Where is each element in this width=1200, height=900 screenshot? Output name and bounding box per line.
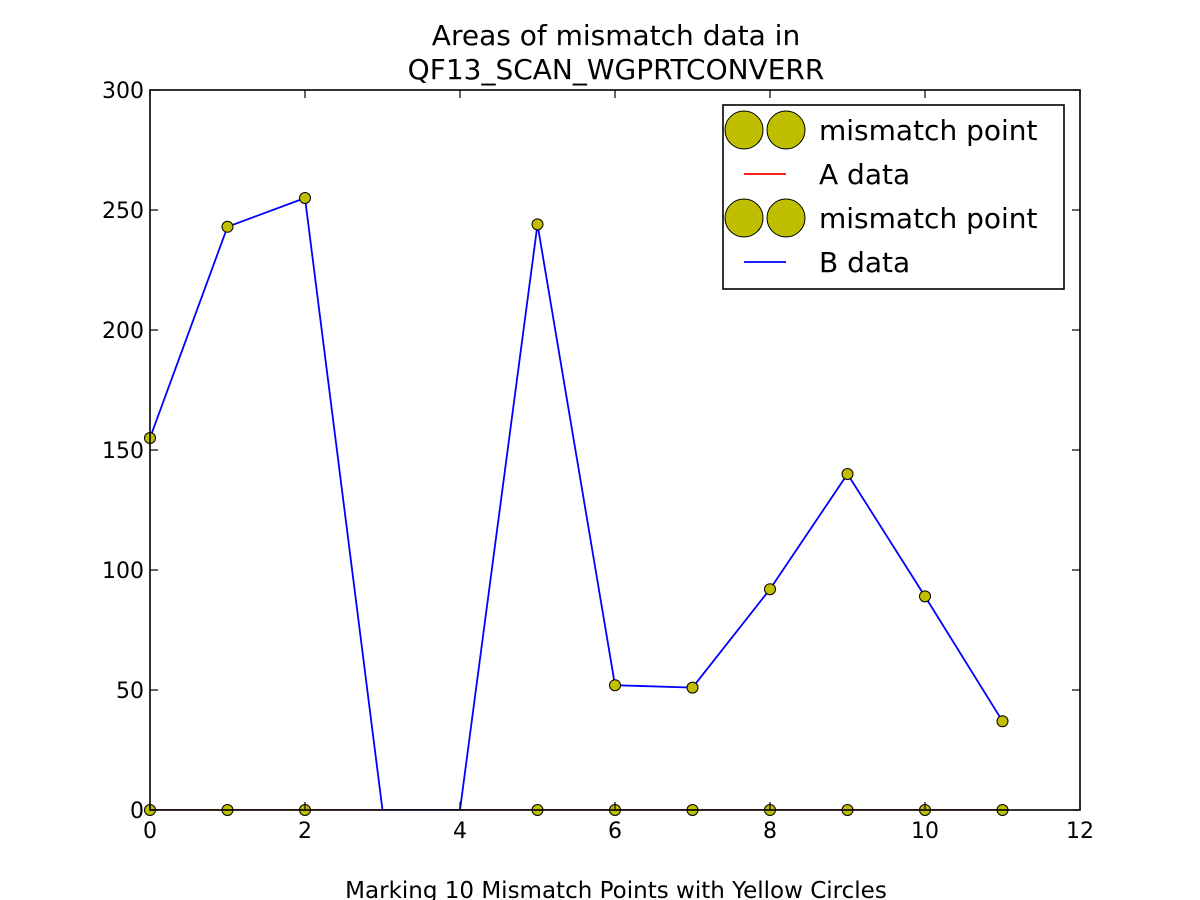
legend: mismatch point A data mismatch point B data (722, 104, 1065, 290)
mismatch-point-marker (686, 681, 699, 694)
legend-marker (766, 110, 806, 150)
x-tick-label: 0 (143, 819, 157, 844)
legend-marker (724, 110, 764, 150)
legend-label: B data (819, 246, 910, 279)
mismatch-point-marker (764, 583, 776, 596)
y-tick-label: 300 (102, 79, 144, 104)
x-tick-label: 10 (911, 819, 939, 844)
y-tick-label: 250 (102, 199, 144, 224)
series-line-b-data (150, 196, 1004, 810)
chart-title-line-1: Areas of mismatch data in (432, 19, 800, 52)
y-tick-label: 150 (102, 439, 144, 464)
y-tick-label: 0 (130, 799, 144, 824)
mismatch-point-marker (841, 468, 854, 480)
legend-label: mismatch point (819, 202, 1038, 235)
legend-label: A data (819, 158, 910, 191)
y-tick-label: 200 (102, 319, 144, 344)
x-tick-label: 8 (763, 819, 777, 844)
x-tick-label: 4 (453, 819, 467, 844)
legend-label: mismatch point (819, 114, 1038, 147)
x-tick-label: 6 (608, 819, 622, 844)
chart-title-line-2: QF13_SCAN_WGPRTCONVERR (408, 53, 825, 86)
mismatch-point-marker (996, 715, 1009, 728)
x-axis-label: Marking 10 Mismatch Points with Yellow C… (345, 878, 887, 900)
mismatch-point-marker (609, 679, 621, 692)
mismatch-point-marker (221, 220, 234, 233)
x-tick-label: 12 (1066, 819, 1094, 844)
mismatch-point-marker (299, 192, 311, 204)
plot-frame (149, 89, 1081, 811)
x-tick-label: 2 (298, 819, 312, 844)
mismatch-point-marker (531, 218, 544, 231)
legend-marker (724, 198, 764, 238)
legend-marker (766, 198, 806, 238)
y-tick-label: 100 (102, 559, 144, 584)
plot-marks (144, 192, 1009, 816)
mismatch-point-marker (919, 590, 931, 603)
y-tick-label: 50 (116, 679, 144, 704)
